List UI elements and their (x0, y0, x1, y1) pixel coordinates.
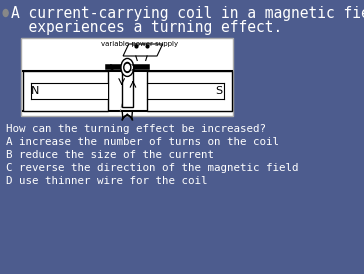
Text: experiences a turning effect.: experiences a turning effect. (11, 20, 282, 35)
Bar (31, 84, 107, 99)
Circle shape (125, 64, 130, 70)
Bar (23, 72, 107, 112)
Text: S: S (216, 86, 223, 96)
Text: A current-carrying coil in a magnetic field: A current-carrying coil in a magnetic fi… (11, 6, 364, 21)
Text: C reverse the direction of the magnetic field: C reverse the direction of the magnetic … (6, 163, 298, 173)
Text: How can the turning effect be increased?: How can the turning effect be increased? (6, 124, 266, 134)
Text: A increase the number of turns on the coil: A increase the number of turns on the co… (6, 137, 279, 147)
Text: N: N (31, 86, 40, 96)
Text: D use thinner wire for the coil: D use thinner wire for the coil (6, 176, 207, 186)
Circle shape (124, 62, 131, 72)
Bar (122, 69, 133, 107)
Text: B reduce the size of the current: B reduce the size of the current (6, 150, 214, 160)
Bar (21, 38, 233, 116)
Circle shape (121, 58, 134, 76)
Bar (147, 72, 232, 112)
Circle shape (3, 10, 8, 16)
Polygon shape (123, 44, 163, 56)
Text: variable power supply: variable power supply (102, 41, 179, 47)
